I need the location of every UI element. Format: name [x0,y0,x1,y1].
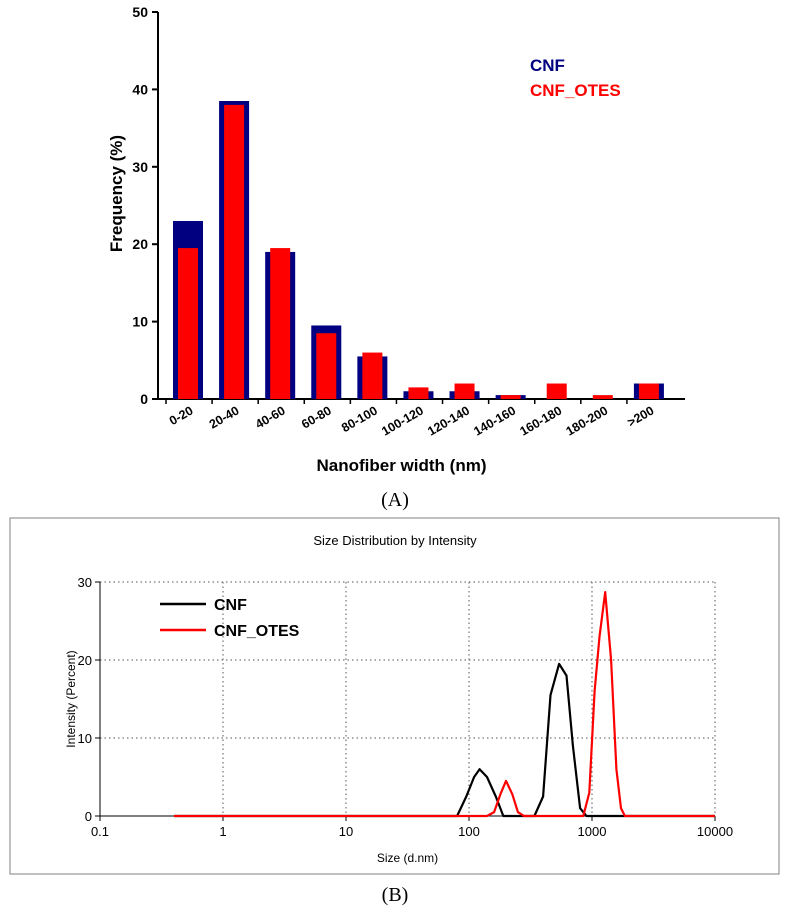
bar-chart-panel-a: 0 10 20 30 40 50 0-20 20-40 40-60 60-80 80-100 100-… [107,4,685,475]
y-axis-label: Frequency (%) [107,135,126,252]
x-tick-label: 0.1 [91,824,109,839]
bar-cnf-otes-80-100 [362,352,383,399]
chart-title: Size Distribution by Intensity [313,533,477,548]
legend-entry-cnf: CNF [214,597,247,614]
bar-cnf-otes-0-20 [178,248,198,399]
legend-entry-cnf-otes: CNF_OTES [530,81,621,100]
y-axis-label: Intensity (Percent) [64,650,78,747]
legend-entry-cnf: CNF [530,56,565,75]
x-axis-label: Size (d.nm) [377,851,438,865]
y-tick-label: 30 [132,159,148,175]
x-tick-label: 60-80 [299,403,334,431]
x-tick-label: 140-160 [471,403,518,438]
bar-cnf-otes-120-140 [454,383,475,399]
x-tick-label: 0-20 [167,403,196,428]
y-tick-label: 40 [132,81,148,97]
series-line-cnf-otes [174,590,715,818]
x-tick-label: 10000 [697,824,733,839]
y-tick-label: 30 [78,575,92,590]
y-tick-label: 10 [132,314,148,330]
x-tick-label: 80-100 [339,403,380,435]
panel-label-a: (A) [381,489,409,511]
panel-label-b: (B) [382,884,409,906]
legend-entry-cnf-otes: CNF_OTES [214,623,300,640]
x-tick-label: 100-120 [379,403,426,438]
bar-cnf-otes-180-200 [592,395,613,399]
x-tick-label: >200 [625,403,656,429]
bar-cnf-otes-60-80 [316,333,337,399]
y-tick-label: 0 [85,809,92,824]
bar-cnf-otes-140-160 [500,395,521,399]
bar-cnf-otes-200 [638,383,659,399]
y-tick-label: 50 [132,4,148,20]
y-tick-label: 20 [132,236,148,252]
x-tick-label: 10 [339,824,353,839]
bar-cnf-otes-160-180 [546,383,567,399]
chart-frame [9,517,780,875]
x-tick-label: 180-200 [564,403,611,438]
x-tick-label: 1 [219,824,226,839]
y-tick-label: 10 [78,731,92,746]
x-tick-label: 160-180 [517,403,564,438]
x-tick-label: 100 [458,824,480,839]
bar-cnf-otes-100-120 [408,387,429,399]
bar-cnf-otes-40-60 [270,248,291,399]
x-tick-label: 1000 [578,824,607,839]
x-tick-label: 20-40 [207,403,242,431]
x-axis-label: Nanofiber width (nm) [317,456,487,475]
x-tick-label: 40-60 [253,403,288,431]
bar-cnf-otes-20-40 [224,104,245,399]
y-tick-label: 20 [78,653,92,668]
y-tick-label: 0 [140,391,148,407]
x-tick-label: 120-140 [425,403,472,438]
